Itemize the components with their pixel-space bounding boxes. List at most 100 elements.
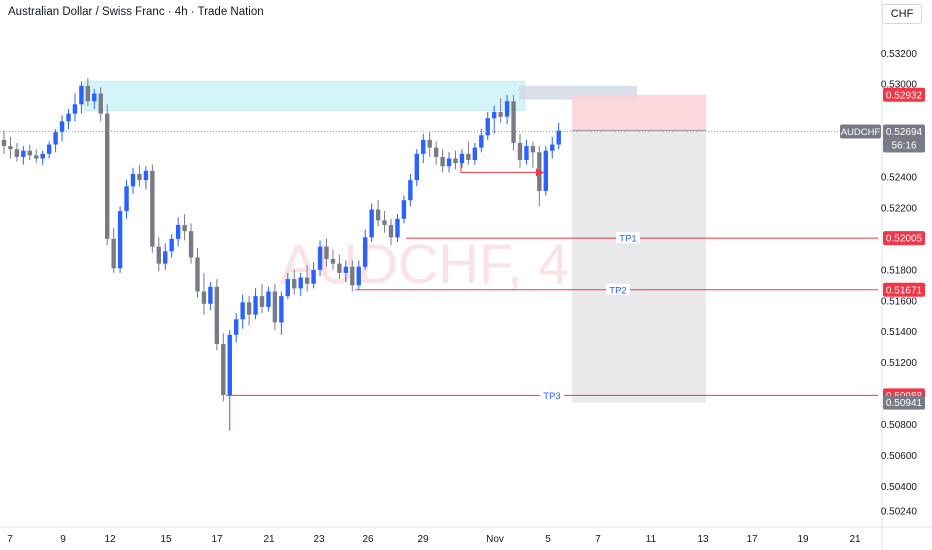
candle[interactable] <box>195 248 200 298</box>
candle-body <box>285 279 290 297</box>
candle[interactable] <box>388 218 394 246</box>
candle[interactable] <box>253 288 258 320</box>
candle[interactable] <box>343 260 349 283</box>
candle[interactable] <box>498 98 503 123</box>
candle[interactable] <box>66 108 71 130</box>
candle[interactable] <box>485 112 490 140</box>
candle[interactable] <box>369 203 374 242</box>
candle[interactable] <box>272 283 278 331</box>
candle[interactable] <box>85 78 91 106</box>
candle[interactable] <box>27 144 32 161</box>
candle[interactable] <box>163 243 168 270</box>
candle[interactable] <box>124 180 129 219</box>
candle[interactable] <box>14 143 20 162</box>
candle[interactable] <box>530 141 536 168</box>
candle[interactable] <box>537 146 542 207</box>
price-tag-red <box>883 87 925 102</box>
candle[interactable] <box>421 133 426 164</box>
candle[interactable] <box>227 330 232 431</box>
candle[interactable] <box>240 294 245 329</box>
candle[interactable] <box>92 88 97 109</box>
candle[interactable] <box>208 282 213 311</box>
candle[interactable] <box>453 150 458 170</box>
candle[interactable] <box>1 130 7 154</box>
candle[interactable] <box>466 141 471 165</box>
candle[interactable] <box>156 237 161 272</box>
candle[interactable] <box>446 152 452 173</box>
candle[interactable] <box>150 164 155 253</box>
candle[interactable] <box>266 286 271 312</box>
candle[interactable] <box>98 87 103 122</box>
candle[interactable] <box>556 122 561 150</box>
candle[interactable] <box>117 206 123 273</box>
candle[interactable] <box>169 234 174 258</box>
candle[interactable] <box>175 217 181 247</box>
candle[interactable] <box>59 115 65 142</box>
candle[interactable] <box>524 139 529 165</box>
y-tick-label: 0.50240 <box>881 507 918 518</box>
candle[interactable] <box>292 269 297 295</box>
candle[interactable] <box>221 333 226 402</box>
candle[interactable] <box>550 136 555 159</box>
candle[interactable] <box>137 164 142 187</box>
candle[interactable] <box>511 95 516 151</box>
candle[interactable] <box>201 272 207 315</box>
candle[interactable] <box>479 129 484 153</box>
level-label-bg-tp1 <box>616 232 640 244</box>
candle[interactable] <box>517 133 523 168</box>
candle[interactable] <box>440 149 445 173</box>
candle[interactable] <box>317 240 323 277</box>
candle[interactable] <box>401 195 407 224</box>
candle[interactable] <box>285 272 290 300</box>
candle[interactable] <box>492 105 497 134</box>
candle[interactable] <box>188 223 194 264</box>
price-tag-label: 0.51671 <box>886 285 923 296</box>
time-axis[interactable]: 7 9 12 15 17 21 23 26 29 Nov 5 7 11 13 17 19 21 <box>7 534 861 545</box>
candle[interactable] <box>414 149 419 187</box>
arrow-line[interactable] <box>460 163 541 173</box>
drawings-layer[interactable]: TP1 TP2 TP3 <box>0 131 878 402</box>
candle[interactable] <box>356 260 361 290</box>
candle[interactable] <box>324 238 329 267</box>
candle[interactable] <box>259 283 265 314</box>
candle[interactable] <box>214 279 220 351</box>
candle[interactable] <box>395 214 400 242</box>
candle[interactable] <box>427 132 432 157</box>
candle[interactable] <box>363 229 368 270</box>
candle[interactable] <box>330 249 336 270</box>
candle[interactable] <box>459 149 465 168</box>
candle[interactable] <box>53 129 58 153</box>
candle[interactable] <box>40 150 45 165</box>
candle[interactable] <box>504 95 510 125</box>
candle[interactable] <box>182 214 187 241</box>
candle[interactable] <box>8 136 13 159</box>
candle[interactable] <box>408 173 413 207</box>
candle[interactable] <box>46 141 52 159</box>
candle[interactable] <box>72 93 78 122</box>
candle[interactable] <box>543 146 548 196</box>
price-axis[interactable]: 0.53200 0.53000 0.52400 0.52200 0.51800 0.516… <box>840 49 925 518</box>
candle[interactable] <box>21 146 26 165</box>
candle[interactable] <box>234 313 239 343</box>
candle[interactable] <box>111 228 116 273</box>
candle[interactable] <box>79 81 84 114</box>
candle[interactable] <box>433 141 439 165</box>
candle[interactable] <box>298 272 303 297</box>
candle[interactable] <box>375 200 381 227</box>
candle[interactable] <box>382 211 387 233</box>
candle[interactable] <box>337 254 342 280</box>
candle[interactable] <box>143 166 149 190</box>
candle[interactable] <box>34 149 39 164</box>
y-tick-label: 0.50400 <box>881 482 918 493</box>
candle[interactable] <box>472 143 478 165</box>
candle[interactable] <box>304 265 310 292</box>
candle[interactable] <box>311 262 316 289</box>
watermark-text: AUDCHF, 4h <box>280 232 601 295</box>
candle[interactable] <box>246 296 252 326</box>
candle[interactable] <box>350 260 355 292</box>
candle[interactable] <box>279 291 284 335</box>
candle[interactable] <box>105 104 110 246</box>
candle[interactable] <box>130 167 136 195</box>
candles-layer[interactable] <box>1 78 561 431</box>
